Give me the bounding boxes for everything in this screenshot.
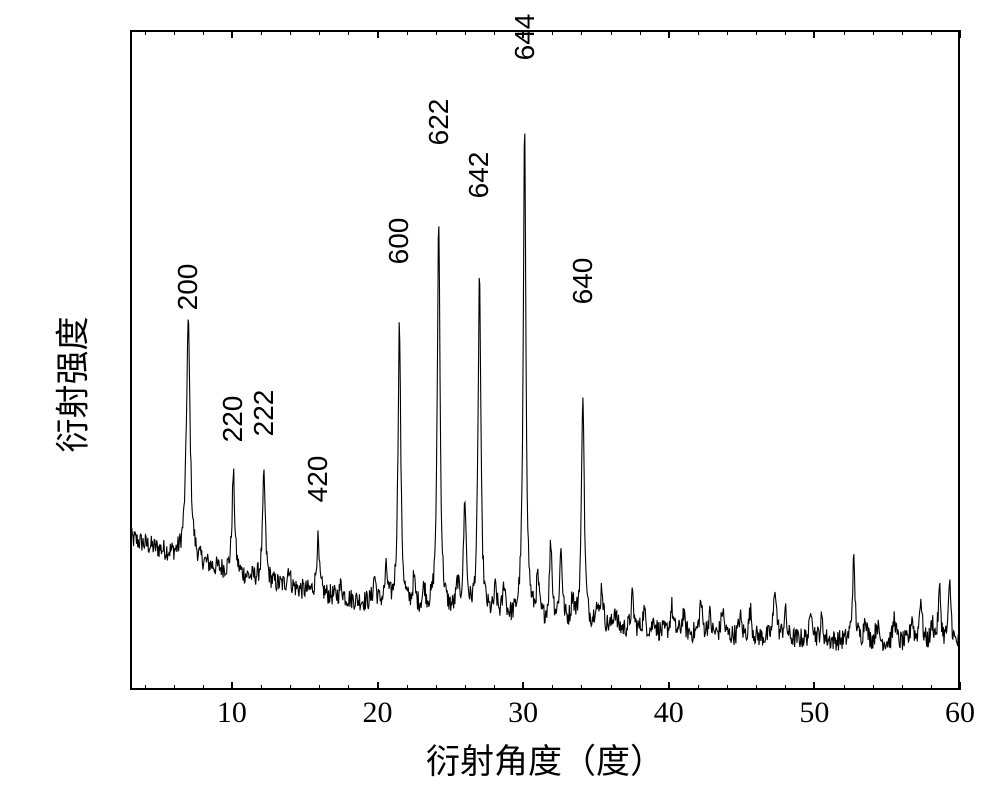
peak-label: 642: [463, 152, 495, 199]
x-tick-label: 60: [945, 696, 975, 730]
peak-label: 622: [423, 99, 455, 146]
peak-label: 200: [172, 264, 204, 311]
peak-label: 640: [567, 257, 599, 304]
peak-label: 600: [383, 218, 415, 265]
y-axis-title: 衍射强度: [46, 317, 95, 453]
x-tick-label: 40: [654, 696, 684, 730]
x-tick-label: 30: [508, 696, 538, 730]
peak-label: 420: [302, 455, 334, 502]
x-axis-title: 衍射角度（度）: [426, 734, 664, 783]
xrd-chart: 10 20 30 40 50 60 衍射角度（度） 衍射强度 200 220222 420 600 62…: [0, 0, 1000, 790]
x-tick-label: 20: [363, 696, 393, 730]
peak-label: 644: [509, 13, 541, 60]
x-tick-label: 50: [799, 696, 829, 730]
peak-label: 220: [217, 396, 249, 443]
peak-label: 222: [248, 389, 280, 436]
x-tick-label: 10: [217, 696, 247, 730]
spectrum-line: [130, 30, 960, 690]
